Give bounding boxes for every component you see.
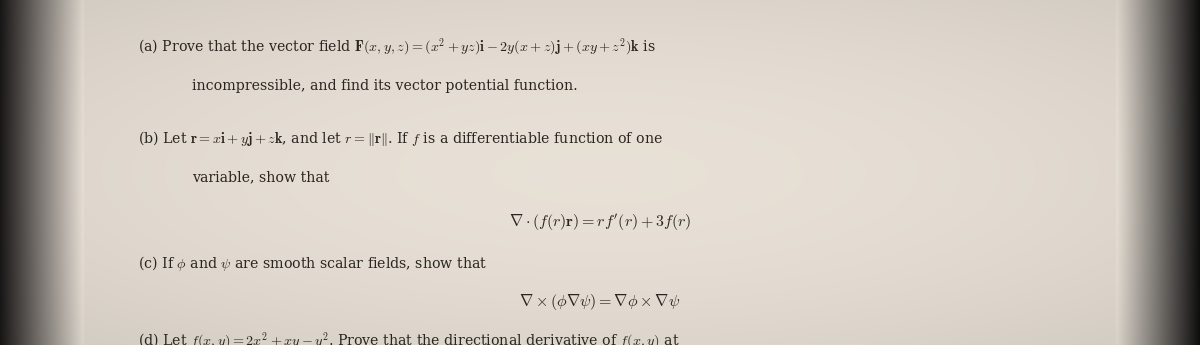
- Text: (d) Let $f(x, y) = 2x^2 + xy - y^2$. Prove that the directional derivative of $f: (d) Let $f(x, y) = 2x^2 + xy - y^2$. Pro…: [138, 331, 679, 345]
- Text: (b) Let $\mathbf{r} = x\mathbf{i} + y\mathbf{j} + z\mathbf{k}$, and let $r = \|\: (b) Let $\mathbf{r} = x\mathbf{i} + y\ma…: [138, 129, 662, 148]
- Text: (c) If $\phi$ and $\psi$ are smooth scalar fields, show that: (c) If $\phi$ and $\psi$ are smooth scal…: [138, 254, 487, 273]
- Text: $\nabla \times (\phi\nabla\psi) = \nabla\phi \times \nabla\psi$: $\nabla \times (\phi\nabla\psi) = \nabla…: [520, 292, 680, 312]
- Text: incompressible, and find its vector potential function.: incompressible, and find its vector pote…: [192, 79, 577, 93]
- Text: variable, show that: variable, show that: [192, 171, 329, 185]
- Text: (a) Prove that the vector field $\mathbf{F}(x, y, z) = (x^2 + yz)\mathbf{i} - 2y: (a) Prove that the vector field $\mathbf…: [138, 36, 655, 58]
- Text: $\nabla \cdot (f(r)\mathbf{r}) = rf'(r) + 3f(r)$: $\nabla \cdot (f(r)\mathbf{r}) = rf'(r) …: [509, 212, 691, 233]
